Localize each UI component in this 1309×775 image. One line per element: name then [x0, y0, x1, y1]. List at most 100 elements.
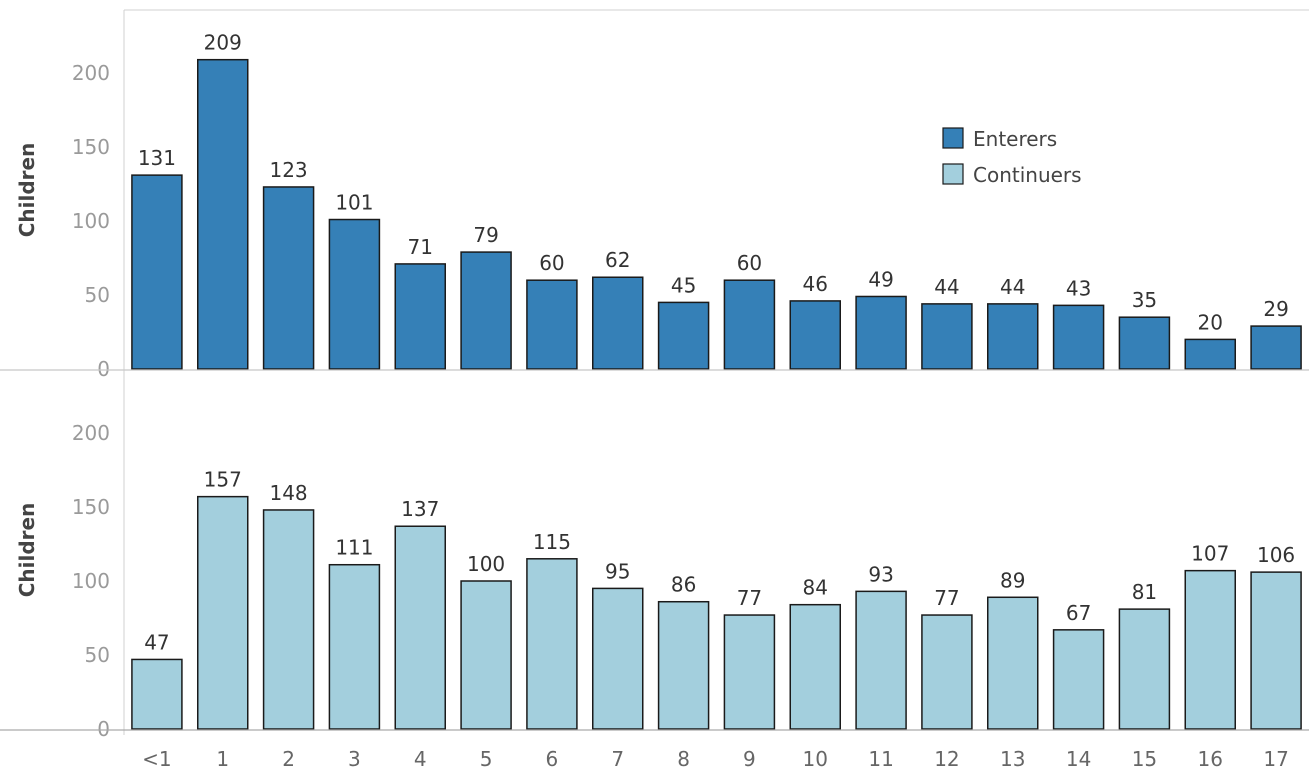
panel-1-bar — [789, 300, 841, 370]
panel-1-data-label: 60 — [539, 251, 564, 275]
panel-2-data-label: 137 — [401, 497, 439, 521]
panel-2-data-label: 93 — [868, 562, 893, 586]
x-tick-label: 5 — [480, 747, 493, 771]
panel-1-y-tick-label: 50 — [85, 283, 110, 307]
panel-2-data-label: 95 — [605, 559, 630, 583]
panel-1-data-label: 35 — [1132, 288, 1157, 312]
panel-1-data-label: 29 — [1263, 297, 1288, 321]
panel-1-data-label: 45 — [671, 273, 696, 297]
panel-2-data-label: 157 — [204, 468, 242, 492]
panel-2-data-label: 67 — [1066, 601, 1091, 625]
panel-2-bar — [197, 495, 249, 730]
x-tick-label: 4 — [414, 747, 427, 771]
panel-2-bar — [789, 603, 841, 730]
panel-1-bar — [1184, 338, 1236, 370]
panel-1-y-tick-label: 200 — [72, 61, 110, 85]
panel-1-data-label: 44 — [934, 275, 959, 299]
panel-1-data-label: 79 — [473, 223, 498, 247]
panel-1-data-label: 101 — [335, 191, 373, 215]
panel-1-data-label: 46 — [803, 272, 828, 296]
panel-1-y-axis-label: Children — [15, 143, 39, 238]
panel-2-y-tick-label: 100 — [72, 569, 110, 593]
panel-2-bar — [1250, 571, 1302, 730]
panel-1-data-label: 209 — [204, 31, 242, 55]
panel-2-data-label: 100 — [467, 552, 505, 576]
x-tick-label: 1 — [216, 747, 229, 771]
x-tick-label: 9 — [743, 747, 756, 771]
panel-1-data-label: 62 — [605, 248, 630, 272]
panel-1-bar — [526, 279, 578, 370]
panel-1-y-tick-label: 150 — [72, 135, 110, 159]
panel-2-data-label: 115 — [533, 530, 571, 554]
panel-1-data-label: 131 — [138, 146, 176, 170]
panel-2-data-label: 77 — [737, 586, 762, 610]
panel-2-bar — [526, 558, 578, 730]
x-tick-label: 12 — [934, 747, 959, 771]
panel-2-data-label: 84 — [803, 576, 828, 600]
x-tick-label: 17 — [1263, 747, 1288, 771]
panel-1-bar — [460, 251, 512, 370]
panel-1-bar — [262, 186, 315, 370]
x-tick-label: 13 — [1000, 747, 1025, 771]
legend-swatch-continuers — [942, 163, 964, 185]
panel-1-bar — [394, 263, 446, 370]
panel-1-bar — [987, 303, 1039, 370]
x-tick-label: <1 — [142, 747, 171, 771]
panel-1-bar — [131, 174, 183, 370]
panel-2-bar — [460, 580, 512, 730]
panel-1-data-label: 71 — [408, 235, 433, 259]
panel-1-data-label: 43 — [1066, 276, 1091, 300]
x-tick-label: 6 — [546, 747, 559, 771]
x-tick-label: 11 — [868, 747, 893, 771]
x-tick-label: 3 — [348, 747, 361, 771]
panel-2-bar — [328, 563, 381, 730]
panel-1-y-tick-label: 0 — [97, 357, 110, 381]
panel-1-data-label: 20 — [1198, 310, 1223, 334]
panel-1-bar — [1250, 325, 1302, 370]
panel-1-bar — [1118, 316, 1171, 370]
panel-2-data-label: 111 — [335, 536, 373, 560]
panel-2-bar — [723, 614, 776, 730]
panel-2-bar — [1184, 569, 1236, 730]
panel-2-bar — [1052, 629, 1105, 730]
panel-2-data-label: 77 — [934, 586, 959, 610]
x-tick-label: 15 — [1132, 747, 1157, 771]
panel-1-bar — [855, 295, 907, 370]
x-tick-label: 10 — [803, 747, 828, 771]
panel-1-bar — [328, 218, 381, 370]
legend-label-continuers: Continuers — [973, 163, 1082, 187]
panel-2-bar — [855, 590, 907, 730]
x-tick-label: 2 — [282, 747, 295, 771]
panel-1-bar — [723, 279, 776, 370]
panel-2-bar — [657, 600, 710, 730]
panel-1-data-label: 49 — [868, 267, 893, 291]
panel-2-bar — [394, 525, 446, 730]
legend-swatch-enterers — [942, 127, 964, 149]
panel-1-bar — [1052, 304, 1105, 370]
panel-1-data-label: 60 — [737, 251, 762, 275]
panel-2-data-label: 86 — [671, 573, 696, 597]
panel-2-bar — [131, 658, 183, 730]
panel-2-y-tick-label: 50 — [85, 643, 110, 667]
panel-1-data-label: 44 — [1000, 275, 1025, 299]
panel-2-y-tick-label: 150 — [72, 495, 110, 519]
panel-1-bar — [921, 303, 973, 370]
panel-2-y-tick-label: 0 — [97, 717, 110, 741]
panel-2-data-label: 148 — [269, 481, 307, 505]
panel-2-data-label: 89 — [1000, 568, 1025, 592]
panel-1-data-label: 123 — [269, 158, 307, 182]
panel-2-data-label: 107 — [1191, 542, 1229, 566]
x-tick-label: 16 — [1198, 747, 1223, 771]
legend-label-enterers: Enterers — [973, 127, 1057, 151]
panel-2-bar — [987, 596, 1039, 730]
panel-2-bar — [1118, 608, 1171, 730]
panel-1-bar — [197, 58, 249, 370]
panel-1-y-tick-label: 100 — [72, 209, 110, 233]
panel-2-data-label: 106 — [1257, 543, 1295, 567]
x-tick-label: 8 — [677, 747, 690, 771]
panel-2-bar — [262, 509, 315, 730]
panel-2-bar — [592, 587, 644, 730]
x-tick-label: 7 — [611, 747, 624, 771]
